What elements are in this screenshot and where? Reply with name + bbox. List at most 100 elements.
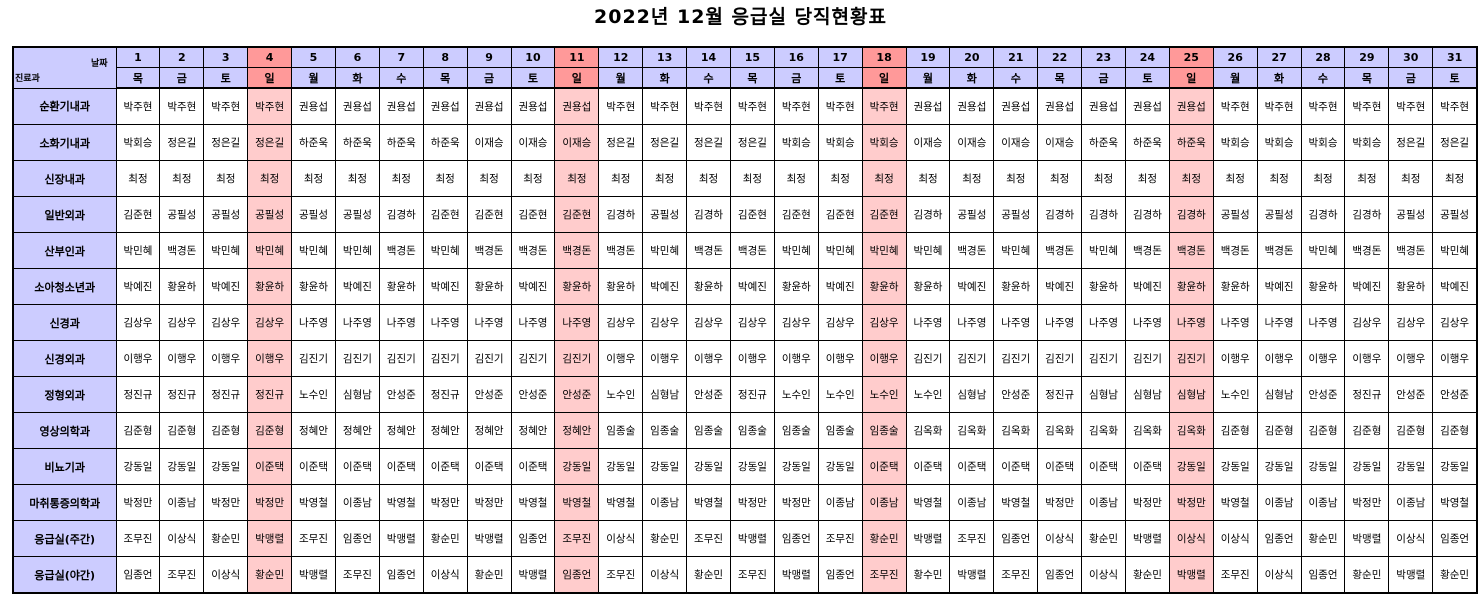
duty-cell: 이종남	[861, 484, 907, 521]
duty-cell: 이준택	[905, 448, 951, 485]
day-number: 25	[1168, 46, 1214, 68]
duty-cell: 이행우	[1432, 340, 1478, 377]
duty-cell: 이상식	[1168, 520, 1214, 557]
duty-cell: 김준형	[159, 412, 205, 449]
duty-cell: 김옥화	[1037, 412, 1083, 449]
day-number: 18	[861, 46, 907, 68]
department: 응급실(주간)	[12, 520, 117, 557]
duty-cell: 안성준	[466, 376, 512, 413]
duty-cell: 최정	[422, 160, 468, 197]
duty-cell: 조무진	[861, 556, 907, 594]
duty-cell: 박정만	[115, 484, 161, 521]
weekday: 화	[642, 67, 688, 89]
day-number: 20	[949, 46, 995, 68]
day-number: 9	[466, 46, 512, 68]
duty-cell: 조무진	[159, 556, 205, 594]
duty-cell: 박주현	[598, 87, 644, 125]
department: 신장내과	[12, 160, 117, 197]
duty-cell: 박예진	[817, 268, 863, 305]
duty-cell: 하준욱	[1168, 124, 1214, 161]
duty-cell: 정혜안	[334, 412, 380, 449]
duty-cell: 박민혜	[861, 232, 907, 269]
duty-cell: 박민혜	[291, 232, 336, 269]
duty-cell: 정진규	[159, 376, 205, 413]
day-number: 26	[1212, 46, 1258, 68]
duty-cell: 권용섭	[905, 87, 951, 125]
duty-cell: 박맹렬	[378, 520, 424, 557]
duty-cell: 황순민	[422, 520, 468, 557]
duty-cell: 박회승	[817, 124, 863, 161]
department: 영상의학과	[12, 412, 117, 449]
duty-cell: 정은길	[247, 124, 293, 161]
duty-cell: 김준형	[1256, 412, 1302, 449]
duty-cell: 안성준	[554, 376, 600, 413]
duty-cell: 박맹렬	[729, 520, 775, 557]
duty-cell: 백경돈	[466, 232, 512, 269]
duty-cell: 박맹렬	[1344, 520, 1390, 557]
duty-cell: 김진기	[905, 340, 951, 377]
duty-cell: 이상식	[203, 556, 249, 594]
day-number: 1	[115, 46, 161, 68]
department-row: 신장내과 최정 최정 최정 최정 최정 최정 최정 최정 최정 최정 최정 최정 최정 최정 최정 최정 최정 최정…	[12, 160, 1478, 197]
duty-cell: 황윤하	[159, 268, 205, 305]
duty-cell: 박민혜	[422, 232, 468, 269]
duty-cell: 김상우	[159, 304, 205, 341]
duty-cell: 황윤하	[291, 268, 336, 305]
duty-cell: 이종남	[1300, 484, 1346, 521]
duty-cell: 정혜안	[378, 412, 424, 449]
duty-cell: 임종술	[642, 412, 688, 449]
duty-cell: 강동일	[159, 448, 205, 485]
duty-cell: 조무진	[1212, 556, 1258, 594]
duty-cell: 박주현	[115, 87, 161, 125]
day-number: 17	[817, 46, 863, 68]
duty-cell: 황윤하	[378, 268, 424, 305]
duty-cell: 강동일	[115, 448, 161, 485]
duty-cell: 심형남	[1168, 376, 1214, 413]
duty-cell: 안성준	[1300, 376, 1346, 413]
duty-cell: 조무진	[993, 556, 1039, 594]
duty-cell: 공필성	[993, 196, 1039, 233]
duty-cell: 공필성	[1388, 196, 1434, 233]
weekday: 수	[686, 67, 731, 89]
duty-cell: 김상우	[1432, 304, 1478, 341]
duty-cell: 최정	[334, 160, 380, 197]
duty-cell: 조무진	[291, 520, 336, 557]
duty-cell: 황순민	[861, 520, 907, 557]
duty-cell: 최정	[159, 160, 205, 197]
duty-cell: 김경하	[905, 196, 951, 233]
duty-cell: 이준택	[1124, 448, 1170, 485]
duty-cell: 박정만	[1168, 484, 1214, 521]
table-body: 날짜 진료과 1 2 3 4 5 6 7 8 9 10 11 12 13 14 15 16 17 18 19 20 21 2…	[12, 46, 1478, 594]
duty-cell: 김준현	[115, 196, 161, 233]
duty-cell: 조무진	[598, 556, 644, 594]
duty-cell: 이행우	[1300, 340, 1346, 377]
duty-cell: 정진규	[1344, 376, 1390, 413]
duty-cell: 김준현	[729, 196, 775, 233]
duty-cell: 최정	[1124, 160, 1170, 197]
duty-cell: 조무진	[729, 556, 775, 594]
department-row: 응급실(야간) 임종언 조무진 이상식 황순민 박맹렬 조무진 임종언 이상식 황순민 박맹렬 임종언…	[12, 556, 1478, 594]
weekday: 목	[1344, 67, 1390, 89]
duty-cell: 강동일	[1388, 448, 1434, 485]
duty-cell: 이행우	[159, 340, 205, 377]
duty-cell: 김경하	[378, 196, 424, 233]
duty-cell: 박맹렬	[1388, 556, 1434, 594]
duty-cell: 박회승	[861, 124, 907, 161]
duty-cell: 강동일	[686, 448, 731, 485]
duty-cell: 공필성	[203, 196, 249, 233]
department-row: 신경외과 이행우 이행우 이행우 이행우 김진기 김진기 김진기 김진기 김진기 김진기 김진기 이행우…	[12, 340, 1478, 377]
duty-cell: 박민혜	[1432, 232, 1478, 269]
duty-cell: 박정만	[773, 484, 819, 521]
duty-cell: 김준형	[247, 412, 293, 449]
weekday: 일	[247, 67, 293, 89]
duty-cell: 박민혜	[817, 232, 863, 269]
duty-cell: 박주현	[1212, 87, 1258, 125]
duty-cell: 이행우	[247, 340, 293, 377]
day-number: 30	[1388, 46, 1434, 68]
duty-cell: 나주영	[949, 304, 995, 341]
duty-cell: 김진기	[334, 340, 380, 377]
duty-cell: 황윤하	[686, 268, 731, 305]
duty-cell: 임종술	[598, 412, 644, 449]
duty-cell: 백경돈	[1212, 232, 1258, 269]
duty-cell: 권용섭	[378, 87, 424, 125]
